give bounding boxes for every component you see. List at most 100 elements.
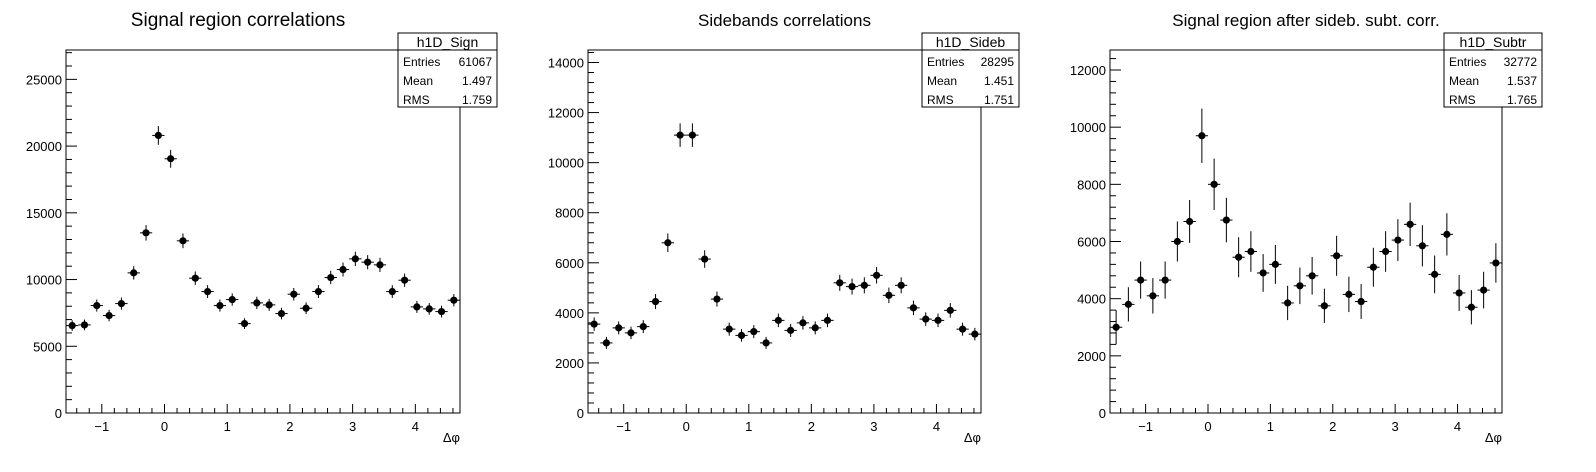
marker — [1173, 237, 1181, 246]
stats-label: Entries — [927, 55, 964, 69]
data-point — [1195, 108, 1208, 163]
marker — [787, 326, 795, 334]
marker — [1296, 282, 1304, 290]
marker — [80, 321, 89, 329]
marker — [934, 316, 942, 324]
data-point — [336, 262, 350, 277]
data-point — [1293, 267, 1306, 305]
stats-label: RMS — [403, 93, 430, 107]
marker — [836, 279, 844, 287]
y-tick-label: 10000 — [1070, 120, 1106, 135]
data-point — [673, 123, 687, 147]
marker — [1345, 290, 1353, 298]
marker — [376, 261, 384, 269]
marker — [388, 287, 396, 296]
y-tick-label: 0 — [55, 406, 62, 421]
x-tick-label: 2 — [286, 419, 293, 434]
stats-box — [397, 32, 498, 108]
data-point — [176, 233, 190, 249]
data-point — [115, 297, 128, 310]
stats-label: Entries — [1449, 55, 1486, 69]
data-point — [612, 321, 625, 335]
y-tick-label: 25000 — [26, 72, 62, 87]
data-point — [127, 266, 140, 280]
y-tick-label: 0 — [577, 406, 584, 421]
data-point — [1342, 276, 1355, 313]
marker — [1418, 242, 1426, 250]
x-tick-label: 4 — [1454, 419, 1461, 434]
marker — [425, 305, 433, 313]
y-tick-label: 12000 — [548, 106, 584, 121]
plot-frame — [1109, 49, 1503, 414]
data-point — [250, 296, 263, 310]
marker — [762, 339, 770, 347]
marker — [1137, 276, 1145, 284]
marker — [664, 239, 672, 247]
y-tick-label: 2000 — [555, 356, 584, 371]
x-tick-label: 0 — [683, 419, 690, 434]
marker — [1467, 303, 1475, 311]
marker — [167, 155, 175, 163]
data-point — [349, 251, 362, 267]
data-point — [907, 300, 920, 316]
marker — [1198, 132, 1206, 140]
data-point — [1440, 213, 1453, 256]
marker — [1455, 289, 1463, 297]
x-tick-label: −1 — [616, 419, 631, 434]
marker — [1431, 270, 1439, 278]
data-point — [1355, 284, 1368, 319]
marker — [203, 287, 212, 296]
stats-title: h1D_Sign — [417, 34, 479, 50]
marker — [676, 131, 684, 139]
data-point — [90, 299, 103, 312]
chart-panel-2: Signal region after sideb. subt. corr. −1… — [1070, 11, 1543, 445]
stats-value: 61067 — [459, 55, 493, 69]
marker — [750, 328, 758, 336]
marker — [1369, 263, 1377, 271]
marker — [1333, 252, 1341, 260]
data-point — [447, 294, 460, 307]
x-tick-label: 1 — [745, 419, 752, 434]
marker — [946, 306, 954, 314]
data-point — [710, 291, 724, 307]
data-point — [919, 312, 932, 326]
marker — [860, 281, 868, 289]
data-point — [299, 302, 313, 315]
data-point — [189, 271, 202, 285]
marker — [105, 311, 113, 320]
marker — [142, 229, 150, 237]
marker — [885, 291, 893, 299]
chart-title: Sidebands correlations — [698, 11, 871, 30]
marker — [154, 131, 162, 140]
marker — [117, 299, 126, 308]
data-point — [1122, 287, 1135, 322]
chart-title: Signal region after sideb. subt. corr. — [1172, 11, 1439, 30]
data-point — [1171, 221, 1184, 262]
marker — [1271, 260, 1279, 268]
marker — [651, 297, 660, 306]
y-tick-label: 8000 — [1077, 177, 1106, 192]
marker — [1112, 323, 1120, 331]
y-tick-label: 4000 — [555, 306, 584, 321]
data-point — [287, 287, 300, 301]
data-point — [386, 285, 399, 298]
data-point — [66, 320, 79, 331]
data-point — [139, 225, 153, 241]
data-point — [968, 327, 981, 341]
x-axis-label: Δφ — [964, 430, 981, 445]
plot-frame — [587, 49, 982, 414]
y-tick-label: 5000 — [33, 339, 62, 354]
data-point — [1220, 197, 1233, 243]
plot-frame — [65, 49, 461, 414]
stats-label: Mean — [927, 74, 957, 88]
marker — [1480, 286, 1488, 294]
marker — [364, 258, 372, 266]
data-point — [882, 287, 896, 304]
marker — [437, 307, 446, 316]
marker — [897, 281, 905, 289]
data-point — [809, 321, 822, 335]
data-point — [312, 285, 325, 298]
x-tick-label: 2 — [1329, 419, 1336, 434]
data-point — [772, 313, 785, 328]
marker — [216, 301, 224, 310]
